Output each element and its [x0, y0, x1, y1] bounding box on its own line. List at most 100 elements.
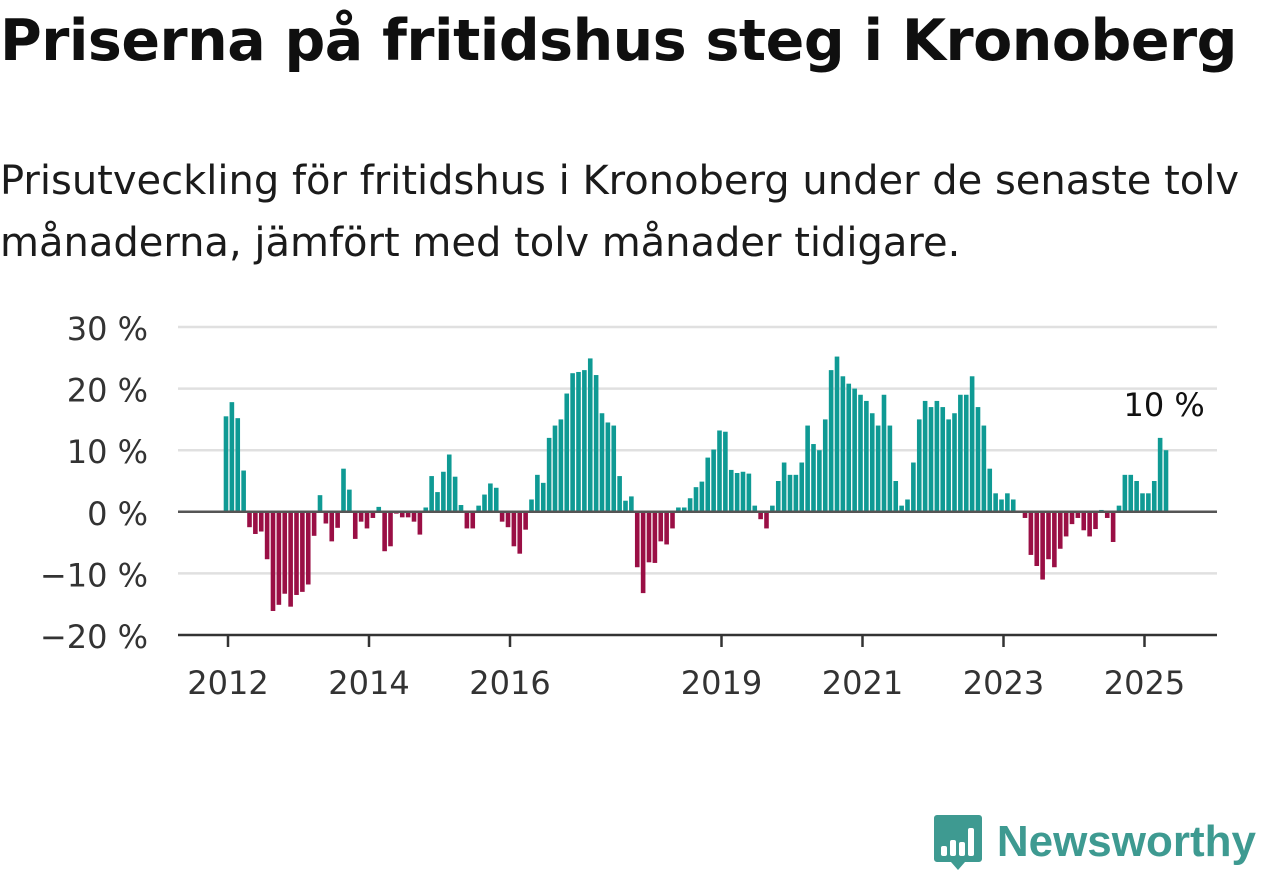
- bar: [546, 437, 552, 512]
- bar: [993, 493, 998, 512]
- bar: [1140, 493, 1145, 512]
- bar: [558, 419, 564, 512]
- bar: [517, 511, 523, 554]
- bar: [335, 511, 340, 528]
- bar: [423, 507, 429, 512]
- bar: [869, 413, 875, 512]
- bar: [1134, 481, 1139, 512]
- bar: [417, 511, 423, 535]
- bar: [605, 422, 611, 512]
- bar: [893, 481, 899, 512]
- bar: [999, 499, 1004, 512]
- bar: [341, 468, 346, 512]
- bar: [1087, 511, 1092, 537]
- bar: [840, 376, 846, 512]
- bar: [347, 489, 352, 512]
- bar: [629, 496, 634, 512]
- bar: [576, 371, 581, 512]
- bar: [899, 505, 904, 512]
- bar: [435, 492, 440, 512]
- bar: [282, 511, 288, 594]
- y-tick-label: 10 %: [67, 433, 148, 471]
- bar: [264, 511, 270, 560]
- bar: [864, 400, 869, 512]
- bar: [376, 506, 382, 512]
- bar: [640, 511, 646, 594]
- bar: [1057, 511, 1063, 549]
- bar: [582, 370, 587, 512]
- bar: [294, 511, 299, 595]
- bar: [358, 511, 364, 522]
- bar: [429, 476, 434, 512]
- bar: [1069, 511, 1075, 525]
- y-tick-label: 0 %: [87, 495, 148, 533]
- bar: [940, 407, 946, 512]
- bar: [311, 511, 317, 536]
- bar: [570, 373, 575, 512]
- bar: [1040, 511, 1045, 580]
- bar: [952, 413, 957, 512]
- bar: [235, 418, 241, 512]
- bar: [1075, 511, 1081, 518]
- bar: [711, 449, 716, 512]
- bar: [705, 457, 711, 512]
- x-tick-label: 2016: [469, 664, 550, 700]
- bar: [276, 511, 282, 605]
- x-tick-label: 2014: [328, 664, 409, 700]
- bar: [1052, 511, 1057, 568]
- bar: [1163, 450, 1169, 512]
- bar: [1104, 511, 1110, 518]
- bar: [787, 474, 793, 512]
- bar: [411, 511, 417, 522]
- bar: [1081, 511, 1087, 531]
- bar: [805, 425, 810, 512]
- bar: [652, 511, 658, 563]
- bar: [946, 419, 951, 512]
- bar: [770, 505, 775, 512]
- bar: [811, 444, 816, 512]
- bar: [317, 495, 323, 512]
- bar: [775, 481, 781, 512]
- bar: [540, 482, 546, 512]
- bar: [464, 511, 470, 529]
- bar: [535, 474, 540, 512]
- bar: [723, 431, 728, 512]
- y-tick-label: −10 %: [40, 556, 148, 594]
- bar: [846, 383, 852, 512]
- chart-subtitle: Prisutveckling för fritidshus i Kronober…: [0, 158, 1240, 266]
- bars: [223, 356, 1169, 611]
- bar: [676, 507, 681, 512]
- bar: [470, 511, 476, 529]
- bar: [922, 400, 928, 512]
- bar: [728, 469, 734, 512]
- bar: [1022, 511, 1028, 518]
- bar: [499, 511, 505, 522]
- bar: [446, 454, 452, 512]
- bar: [658, 511, 664, 542]
- bar: [593, 375, 599, 512]
- bar: [247, 511, 252, 528]
- x-tick-label: 2023: [963, 664, 1044, 700]
- bar: [623, 500, 628, 512]
- bar: [505, 511, 511, 528]
- bar: [482, 494, 487, 512]
- bar: [963, 394, 969, 512]
- bar: [382, 511, 387, 552]
- bar: [793, 474, 799, 512]
- bar: [441, 471, 446, 512]
- bar: [764, 511, 769, 529]
- bar: [758, 511, 763, 520]
- bar: [687, 498, 693, 512]
- bar: [300, 511, 305, 592]
- bar: [270, 511, 276, 611]
- x-tick-label: 2021: [822, 664, 903, 700]
- bar: [611, 425, 617, 512]
- bar: [752, 505, 758, 512]
- bar: [1093, 511, 1098, 530]
- bar: [852, 388, 857, 512]
- bar: [1034, 511, 1040, 567]
- bar: [229, 402, 235, 512]
- axes: [178, 510, 1217, 647]
- bar: [617, 476, 622, 512]
- bar: [975, 407, 981, 512]
